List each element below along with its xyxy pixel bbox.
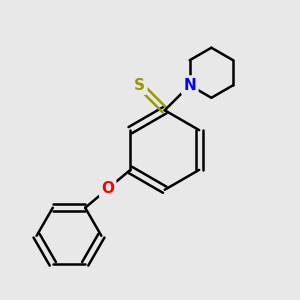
Text: N: N — [183, 78, 196, 93]
Text: O: O — [101, 181, 114, 196]
Text: N: N — [183, 78, 196, 93]
Text: S: S — [134, 78, 145, 93]
